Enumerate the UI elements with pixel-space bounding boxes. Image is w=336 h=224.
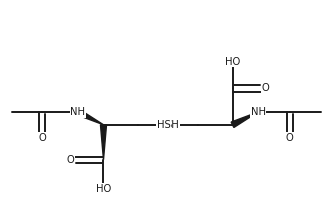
Text: SH: SH — [165, 120, 179, 130]
Text: HO: HO — [225, 57, 240, 67]
Text: O: O — [38, 133, 46, 143]
Text: HO: HO — [96, 184, 111, 194]
Text: O: O — [67, 155, 75, 165]
Text: O: O — [286, 133, 294, 143]
Polygon shape — [231, 112, 258, 127]
Text: HS: HS — [157, 120, 171, 130]
Polygon shape — [100, 125, 107, 160]
Text: NH: NH — [71, 107, 85, 117]
Polygon shape — [77, 109, 103, 125]
Text: O: O — [261, 84, 269, 93]
Text: NH: NH — [251, 107, 265, 117]
